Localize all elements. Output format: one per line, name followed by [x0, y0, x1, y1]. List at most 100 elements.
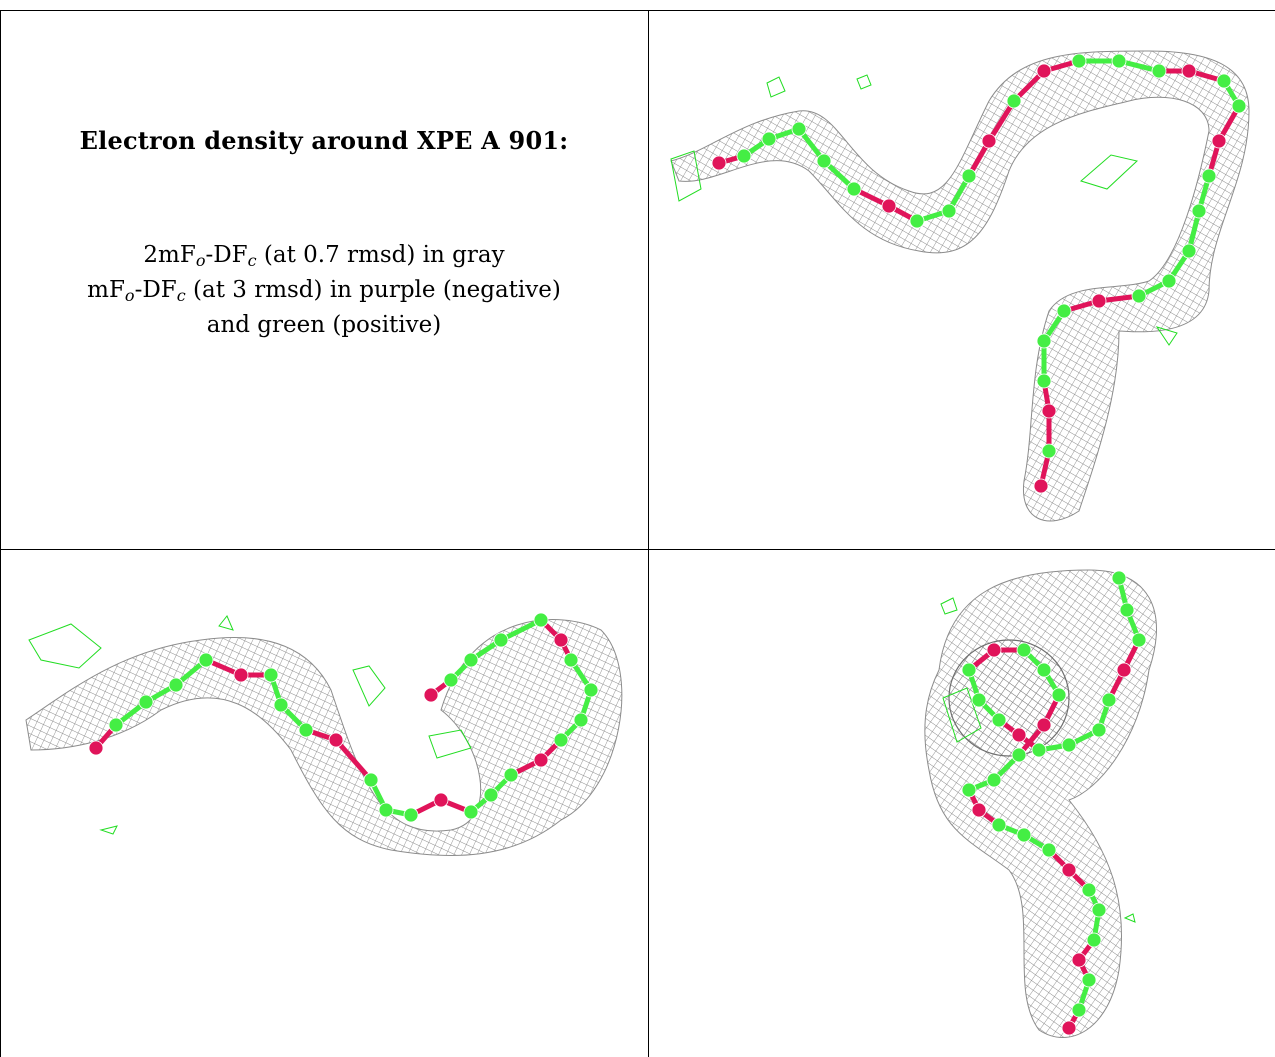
carbon-atom	[168, 677, 184, 693]
oxygen-atom	[1071, 952, 1087, 968]
carbon-atom	[1111, 570, 1127, 586]
carbon-atom	[108, 717, 124, 733]
left-border	[0, 10, 1, 1057]
carbon-atom	[1011, 747, 1027, 763]
oxygen-atom	[1033, 478, 1049, 494]
carbon-atom	[1081, 972, 1097, 988]
ligand-chain	[961, 570, 1147, 1036]
carbon-atom	[1056, 303, 1072, 319]
oxygen-atom	[1211, 133, 1227, 149]
carbon-atom	[816, 153, 832, 169]
carbon-atom	[1016, 827, 1032, 843]
carbon-atom	[791, 121, 807, 137]
legend-line-positive: and green (positive)	[206, 312, 442, 338]
carbon-atom	[1131, 632, 1147, 648]
carbon-atom	[1216, 73, 1232, 89]
carbon-atom	[263, 667, 279, 683]
carbon-atom	[1071, 1002, 1087, 1018]
carbon-atom	[1036, 373, 1052, 389]
carbon-atom	[363, 772, 379, 788]
oxygen-atom	[986, 642, 1002, 658]
carbon-atom	[1036, 333, 1052, 349]
carbon-atom	[1091, 902, 1107, 918]
oxygen-atom	[1041, 403, 1057, 419]
carbon-atom	[736, 148, 752, 164]
oxygen-atom	[711, 155, 727, 171]
electron-density-map-icon	[25, 612, 623, 857]
oxygen-atom	[1011, 727, 1027, 743]
carbon-atom	[1181, 243, 1197, 259]
legend-line-2fofc: 2mFo-DFc (at 0.7 rmsd) in gray	[143, 242, 505, 270]
carbon-atom	[1071, 53, 1087, 69]
carbon-atom	[1041, 842, 1057, 858]
carbon-atom	[1081, 882, 1097, 898]
carbon-atom	[1041, 443, 1057, 459]
oxygen-atom	[233, 667, 249, 683]
carbon-atom	[483, 787, 499, 803]
density-view-bottom-right	[649, 550, 1275, 1057]
oxygen-atom	[981, 133, 997, 149]
oxygen-atom	[881, 198, 897, 214]
oxygen-atom	[1061, 1020, 1077, 1036]
oxygen-atom	[433, 792, 449, 808]
carbon-atom	[1061, 737, 1077, 753]
caption-cell: Electron density around XPE A 901: 2mFo-…	[0, 11, 648, 549]
oxygen-atom	[1036, 63, 1052, 79]
carbon-atom	[1201, 168, 1217, 184]
legend-line-fofc: mFo-DFc (at 3 rmsd) in purple (negative)	[87, 277, 561, 305]
oxygen-atom	[1181, 63, 1197, 79]
carbon-atom	[971, 692, 987, 708]
carbon-atom	[563, 652, 579, 668]
carbon-atom	[1231, 98, 1247, 114]
carbon-atom	[403, 807, 419, 823]
center-divider	[648, 10, 649, 1057]
carbon-atom	[941, 203, 957, 219]
oxygen-atom	[1061, 862, 1077, 878]
carbon-atom	[1006, 93, 1022, 109]
carbon-atom	[1051, 687, 1067, 703]
carbon-atom	[463, 804, 479, 820]
carbon-atom	[846, 181, 862, 197]
figure-title: Electron density around XPE A 901:	[79, 126, 569, 155]
carbon-atom	[909, 213, 925, 229]
ligand-chain	[711, 53, 1247, 494]
carbon-atom	[961, 662, 977, 678]
carbon-atom	[761, 131, 777, 147]
carbon-atom	[991, 712, 1007, 728]
oxygen-atom	[1091, 293, 1107, 309]
carbon-atom	[443, 672, 459, 688]
carbon-atom	[986, 772, 1002, 788]
bond	[334, 738, 373, 782]
carbon-atom	[1036, 662, 1052, 678]
bond	[986, 99, 1017, 143]
carbon-atom	[961, 782, 977, 798]
carbon-atom	[298, 722, 314, 738]
top-border	[0, 10, 1275, 11]
carbon-atom	[583, 682, 599, 698]
middle-divider	[0, 549, 1275, 550]
carbon-atom	[378, 802, 394, 818]
carbon-atom	[1111, 53, 1127, 69]
carbon-atom	[553, 732, 569, 748]
oxygen-atom	[1036, 717, 1052, 733]
electron-density-map-icon	[670, 50, 1250, 522]
carbon-atom	[1086, 932, 1102, 948]
oxygen-atom	[328, 732, 344, 748]
carbon-atom	[1161, 273, 1177, 289]
carbon-atom	[1131, 288, 1147, 304]
carbon-atom	[961, 168, 977, 184]
carbon-atom	[1101, 692, 1117, 708]
carbon-atom	[503, 767, 519, 783]
oxygen-atom	[423, 687, 439, 703]
carbon-atom	[198, 652, 214, 668]
legend-text: 2mFo-DFc (at 0.7 rmsd) in gray mFo-DFc (…	[0, 238, 648, 343]
oxygen-atom	[553, 632, 569, 648]
carbon-atom	[1151, 63, 1167, 79]
carbon-atom	[1119, 602, 1135, 618]
carbon-atom	[138, 694, 154, 710]
carbon-atom	[533, 612, 549, 628]
carbon-atom	[991, 817, 1007, 833]
density-view-top-right	[649, 11, 1275, 549]
carbon-atom	[1031, 742, 1047, 758]
